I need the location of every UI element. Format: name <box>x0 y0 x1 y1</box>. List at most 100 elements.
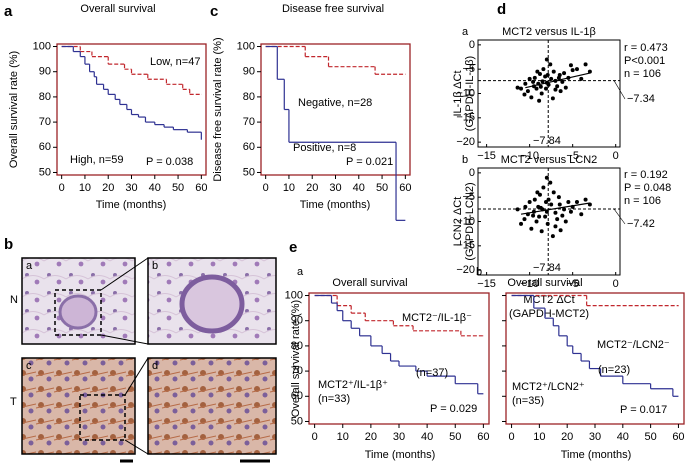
point <box>543 200 548 205</box>
point <box>558 89 563 94</box>
point <box>579 76 584 81</box>
point <box>550 234 555 239</box>
point <box>529 226 534 231</box>
trend-line <box>520 202 590 215</box>
x-tick-label: 0 <box>59 182 65 194</box>
y-axis-label: IL-1β ΔCt <box>452 70 464 116</box>
point <box>537 98 542 103</box>
x-tick-label: 30 <box>589 431 601 443</box>
x-axis-label: Time (months) <box>96 199 167 211</box>
annotation: (n=37) <box>416 367 448 379</box>
y-axis-label: LCN2 ΔCt <box>452 197 464 247</box>
annotation: (n=33) <box>318 393 350 405</box>
stat: P = 0.048 <box>624 182 671 194</box>
y-tick-label: 0 <box>469 39 475 51</box>
point <box>568 63 573 68</box>
point <box>553 210 558 215</box>
point <box>545 73 550 78</box>
zoom-line <box>124 357 149 396</box>
series-label: MCT2⁺/LCN2⁺ <box>512 381 585 393</box>
x-tick-label: 40 <box>353 182 365 194</box>
point <box>556 195 561 200</box>
trend-line <box>525 72 591 89</box>
x-tick-label: 0 <box>613 278 619 290</box>
y-tick-label: −5 <box>462 63 475 75</box>
y-tick-label: −15 <box>456 112 475 124</box>
annotation: P = 0.017 <box>620 404 667 416</box>
point <box>583 197 588 202</box>
point <box>568 209 573 214</box>
sub-label: a <box>297 266 304 278</box>
point <box>535 190 540 195</box>
point <box>535 69 540 74</box>
y-tick-label: 70 <box>291 365 303 377</box>
chart-title: MCT2 versus LCN2 <box>501 154 598 166</box>
plot-frame <box>477 39 621 148</box>
y-axis-label: (GAPDH-IL-1β) <box>464 56 476 131</box>
micrograph <box>21 357 136 455</box>
zoom-line <box>100 257 149 291</box>
point <box>538 84 543 89</box>
point <box>534 86 539 91</box>
x-axis-label: Time (months) <box>300 199 371 211</box>
row-label: T <box>10 396 17 408</box>
point <box>527 200 532 205</box>
x-tick-label: 40 <box>149 182 161 194</box>
leader <box>613 208 626 225</box>
point <box>587 69 592 74</box>
point <box>529 95 534 100</box>
x-tick-label: −5 <box>566 150 579 162</box>
y-tick-label: −20 <box>456 136 475 148</box>
y-tick-label: −10 <box>456 215 475 227</box>
zoom-box <box>79 394 126 441</box>
panel-label: c <box>210 3 218 20</box>
point <box>574 200 579 205</box>
sub-label: b <box>462 154 468 166</box>
point <box>563 219 568 224</box>
point <box>515 207 520 212</box>
annotation: P = 0.021 <box>346 156 393 168</box>
x-axis-label: Time (months) <box>561 449 632 461</box>
x-tick-label: 50 <box>449 431 461 443</box>
leader <box>613 80 626 100</box>
y-tick-label: 0 <box>469 167 475 179</box>
reference-label: −7.84 <box>533 262 561 274</box>
point <box>563 85 568 90</box>
x-axis-label: Time (months) <box>365 449 436 461</box>
x-tick-label: 0 <box>312 431 318 443</box>
y-tick-label: 80 <box>39 91 51 103</box>
point <box>527 76 532 81</box>
point <box>531 213 536 218</box>
row-label: N <box>10 294 18 306</box>
x-tick-label: −15 <box>477 150 496 162</box>
reference-label: −7.42 <box>627 218 655 230</box>
y-tick-label: 100 <box>285 289 303 301</box>
x-tick-label: 40 <box>421 431 433 443</box>
y-tick-label: −20 <box>456 264 475 276</box>
x-tick-label: 50 <box>376 182 388 194</box>
point <box>560 213 565 218</box>
series-label: MCT2⁻/LCN2⁻ <box>597 339 670 351</box>
zoom-line <box>124 439 149 455</box>
x-tick-label: 10 <box>533 431 545 443</box>
point <box>531 79 536 84</box>
point <box>544 175 549 180</box>
x-tick-label: 20 <box>306 182 318 194</box>
micrograph <box>147 357 277 455</box>
point <box>560 79 565 84</box>
point <box>551 190 556 195</box>
chart-title: Overall survival <box>332 277 407 289</box>
duct <box>179 274 245 334</box>
point <box>555 84 560 89</box>
y-tick-label: 50 <box>39 166 51 178</box>
point <box>557 202 562 207</box>
point <box>543 214 548 219</box>
x-tick-label: 30 <box>393 431 405 443</box>
x-tick-label: 20 <box>561 431 573 443</box>
point <box>515 85 520 90</box>
point <box>583 62 588 67</box>
annotation: (n=35) <box>512 395 544 407</box>
point <box>541 67 546 72</box>
y-tick-label: 50 <box>291 415 303 427</box>
panel-label: b <box>4 236 13 253</box>
